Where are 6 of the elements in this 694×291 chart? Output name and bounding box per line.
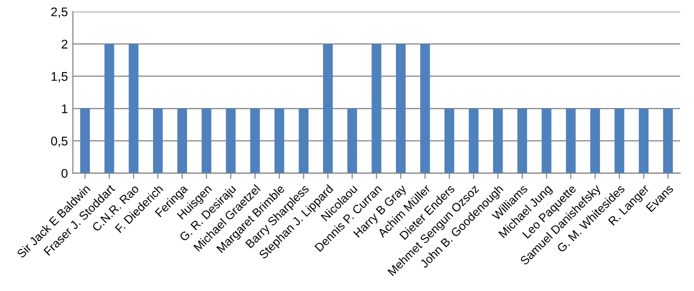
y-tick-label: 0,5 xyxy=(51,136,68,147)
y-tick-label: 1,5 xyxy=(52,72,68,82)
y-tick-label: 0 xyxy=(62,168,68,178)
y-tick-label: 1 xyxy=(62,104,68,114)
y-tick-label: 2 xyxy=(62,40,68,48)
y-tick-label: 2,5 xyxy=(51,7,68,18)
